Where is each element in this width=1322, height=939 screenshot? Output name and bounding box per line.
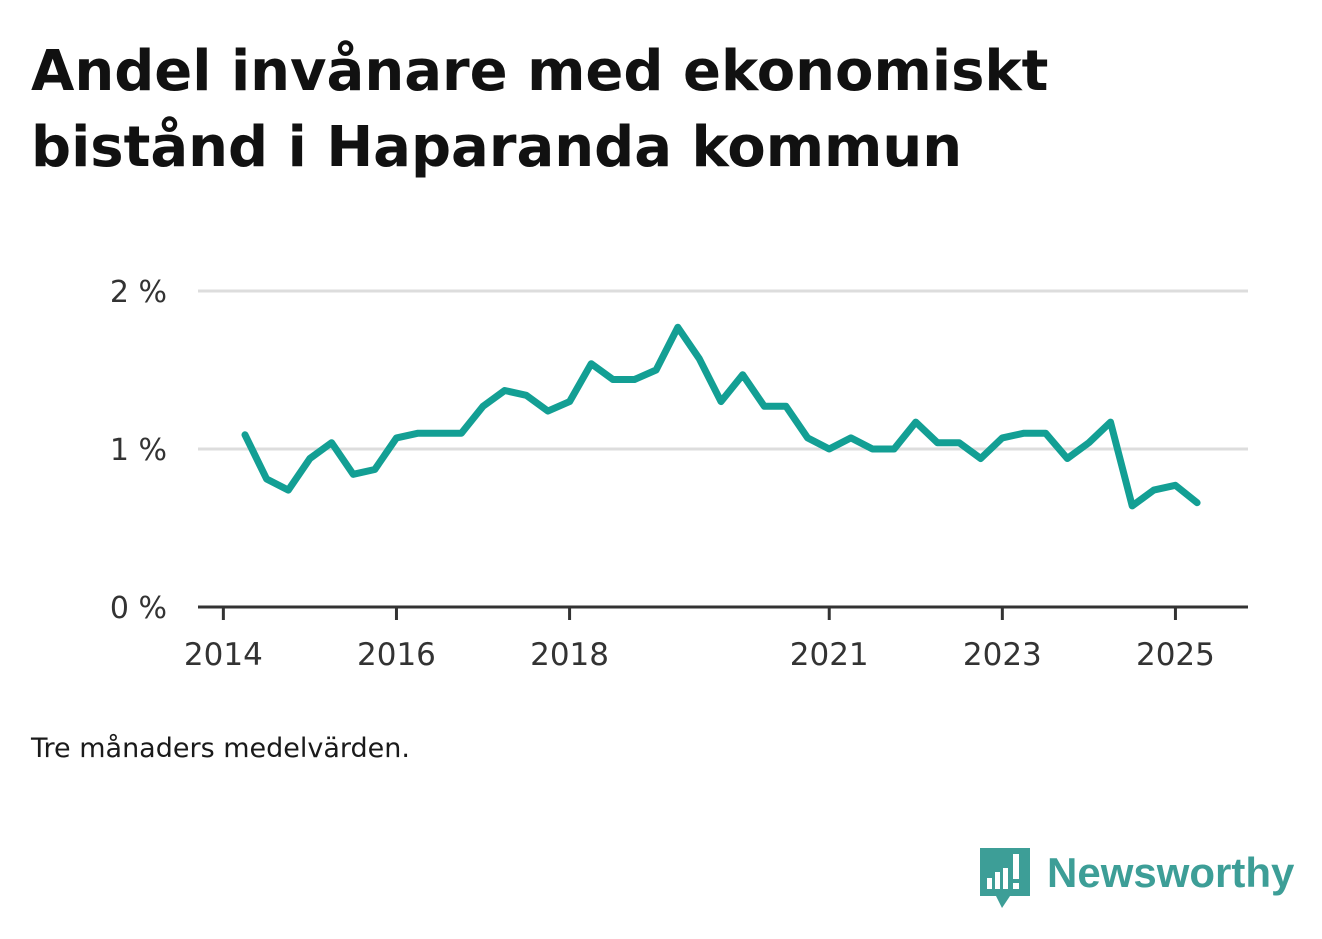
y-tick-label: 0 % [110,591,167,626]
line-chart: 0 % 1 % 2 % 2014 2016 2018 2021 2023 2025 [110,275,1248,673]
newsworthy-brand[interactable]: Newsworthy [980,848,1294,910]
x-tick-label: 2025 [1136,637,1215,673]
chart-title: Andel invånare med ekonomiskt bistånd i … [31,39,1049,180]
brand-name: Newsworthy [1047,849,1295,896]
newsworthy-logo-icon [980,848,1030,908]
y-tick-label: 1 % [110,433,167,468]
x-axis [198,605,1248,620]
x-tick-label: 2018 [530,637,609,673]
series-layer [241,323,1201,510]
y-tick-label: 2 % [110,275,167,310]
x-axis-tick-labels: 2014 2016 2018 2021 2023 2025 [184,637,1215,673]
y-axis-tick-labels: 0 % 1 % 2 % [110,275,167,626]
gridlines [198,289,1248,451]
x-tick-label: 2016 [357,637,436,673]
x-tick-label: 2021 [790,637,869,673]
chart-note: Tre månaders medelvärden. [31,733,410,764]
series-line [241,323,1201,510]
x-tick-label: 2014 [184,637,263,673]
x-tick-label: 2023 [963,637,1042,673]
